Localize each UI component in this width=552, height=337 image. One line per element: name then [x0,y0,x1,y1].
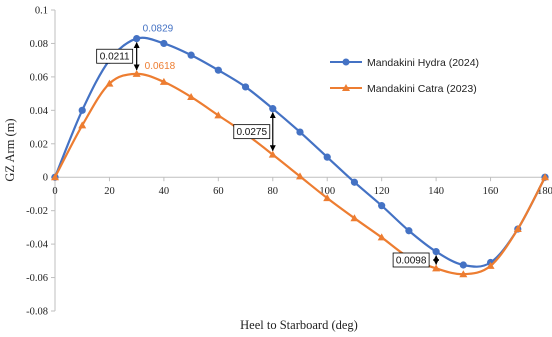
data-point-hydra [133,34,141,43]
legend-label-catra: Mandakini Catra (2023) [367,83,477,95]
data-point-hydra [269,105,277,113]
data-point-catra [459,270,468,278]
x-tick-label: 20 [104,186,115,197]
legend-label-hydra: Mandakini Hydra (2024) [367,57,479,69]
difference-box [96,48,134,64]
data-point-catra [432,264,441,272]
difference-label: 0.0275 [236,127,267,138]
data-point-hydra [78,106,86,114]
data-point-catra [214,111,223,119]
x-tick-label: 40 [159,186,170,197]
data-point-hydra [405,227,413,235]
x-tick-label: 140 [428,186,444,197]
x-axis-title: Heel to Starboard (deg) [240,318,358,332]
data-point-catra [132,69,141,77]
y-tick-label: 0.02 [30,139,48,150]
annotations: 0.0829 0.0618 0.0211 0.0275 0.0098 [96,24,440,268]
data-point-hydra [459,261,467,269]
legend-marker-catra [342,84,350,91]
data-point-hydra [323,153,331,161]
data-point-catra [159,77,168,85]
data-point-hydra [378,202,386,210]
data-point-catra [541,173,549,181]
x-tick-label: 180 [537,186,552,197]
data-point-catra [105,79,114,87]
data-point-catra [296,172,304,180]
axes: -0.08 -0.06 -0.04 -0.02 0 0.02 0.04 0.06 0.08 0.1… [26,6,552,318]
y-axis-title: GZ Arm (m) [3,118,17,181]
data-point-catra [323,194,332,202]
y-tick-label: 0.1 [35,6,48,17]
hydra-peak-label: 0.0829 [143,24,174,35]
x-tick-label: 80 [268,186,279,197]
legend: Mandakini Hydra (2024) Mandakini Catra (… [330,57,479,95]
x-tick-label: 120 [374,186,390,197]
legend-item-hydra: Mandakini Hydra (2024) [330,57,479,69]
data-point-hydra [296,128,304,136]
data-point-catra [187,92,196,100]
catra-peak-label: 0.0618 [145,61,176,72]
data-point-hydra [241,83,250,91]
data-point-hydra [187,51,195,59]
data-point-hydra [350,178,359,186]
data-point-catra [78,121,87,129]
difference-box [233,124,271,140]
difference-box [392,252,430,268]
difference-label: 0.0098 [396,255,427,266]
x-tick-label: 60 [213,186,224,197]
x-tick-label: 100 [319,186,335,197]
series-catra [51,69,549,278]
y-tick-label: 0.04 [30,106,49,117]
difference-annotation: 0.0275 [233,112,276,152]
x-tick-label: 160 [483,186,499,197]
data-point-hydra [432,248,440,256]
data-point-hydra [160,39,168,48]
y-tick-label: -0.04 [26,240,49,251]
data-point-catra [377,233,386,241]
data-point-catra [350,214,359,222]
data-point-catra [513,225,522,233]
y-tick-label: -0.02 [26,206,48,217]
series-line-hydra [53,36,546,268]
difference-annotation: 0.0211 [96,41,140,71]
data-point-catra [486,261,495,269]
data-point-catra [51,173,59,181]
difference-annotation: 0.0098 [392,252,440,268]
series-group [51,34,549,278]
legend-marker-hydra [342,58,350,66]
difference-label: 0.0211 [100,52,130,63]
series-hydra [51,34,549,269]
y-tick-label: 0 [43,173,48,184]
x-tick-label: 0 [52,186,57,197]
y-tick-label: -0.06 [26,273,48,284]
legend-item-catra: Mandakini Catra (2023) [330,83,477,95]
data-point-catra [268,150,277,158]
data-point-hydra [214,66,222,74]
y-tick-label: 0.06 [30,72,48,83]
y-tick-label: -0.08 [26,307,48,318]
y-tick-label: 0.08 [30,39,48,50]
